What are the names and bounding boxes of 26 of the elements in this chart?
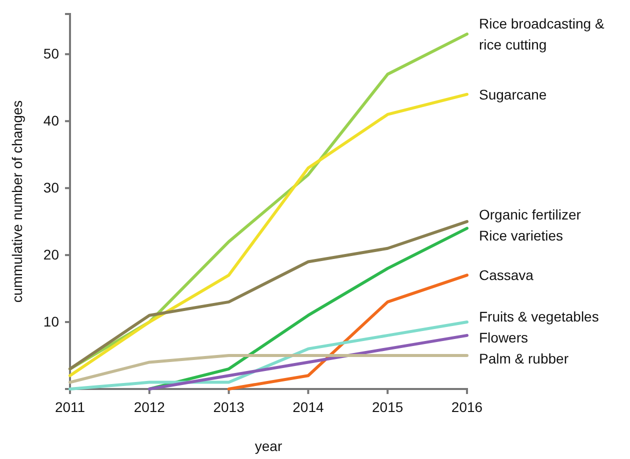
x-tick-label: 2015 — [372, 398, 404, 415]
line-series — [68, 220, 468, 370]
y-axis-title: cummulative number of changes — [9, 100, 25, 303]
line-series — [227, 274, 468, 390]
series-label: Flowers — [479, 330, 528, 346]
series-label: Sugarcane — [479, 86, 547, 102]
x-tick-label: 2014 — [292, 398, 324, 415]
x-tick-label: 2012 — [134, 398, 166, 415]
line-series — [68, 92, 468, 378]
series-label: Rice broadcasting & rice cutting — [479, 16, 605, 53]
series-label: Organic fertilizer — [479, 206, 582, 222]
x-tick-label: 2013 — [213, 398, 245, 415]
y-tick-label: 40 — [43, 112, 60, 129]
y-tick-label: 20 — [43, 246, 60, 263]
x-tick-label: 2011 — [54, 398, 86, 415]
series-label: Palm & rubber — [479, 350, 569, 367]
y-tick-label: 10 — [43, 314, 60, 330]
series-label: Cassava — [479, 267, 534, 284]
line-series — [68, 320, 468, 390]
y-tick-label: 30 — [43, 180, 60, 196]
line-series — [148, 334, 468, 390]
x-axis-title: year — [254, 438, 282, 454]
y-tick-label: 50 — [43, 46, 60, 62]
series-label: Rice varieties — [479, 227, 564, 244]
series-label: Fruits & vegetables — [479, 308, 599, 325]
x-tick-label: 2016 — [451, 398, 483, 415]
